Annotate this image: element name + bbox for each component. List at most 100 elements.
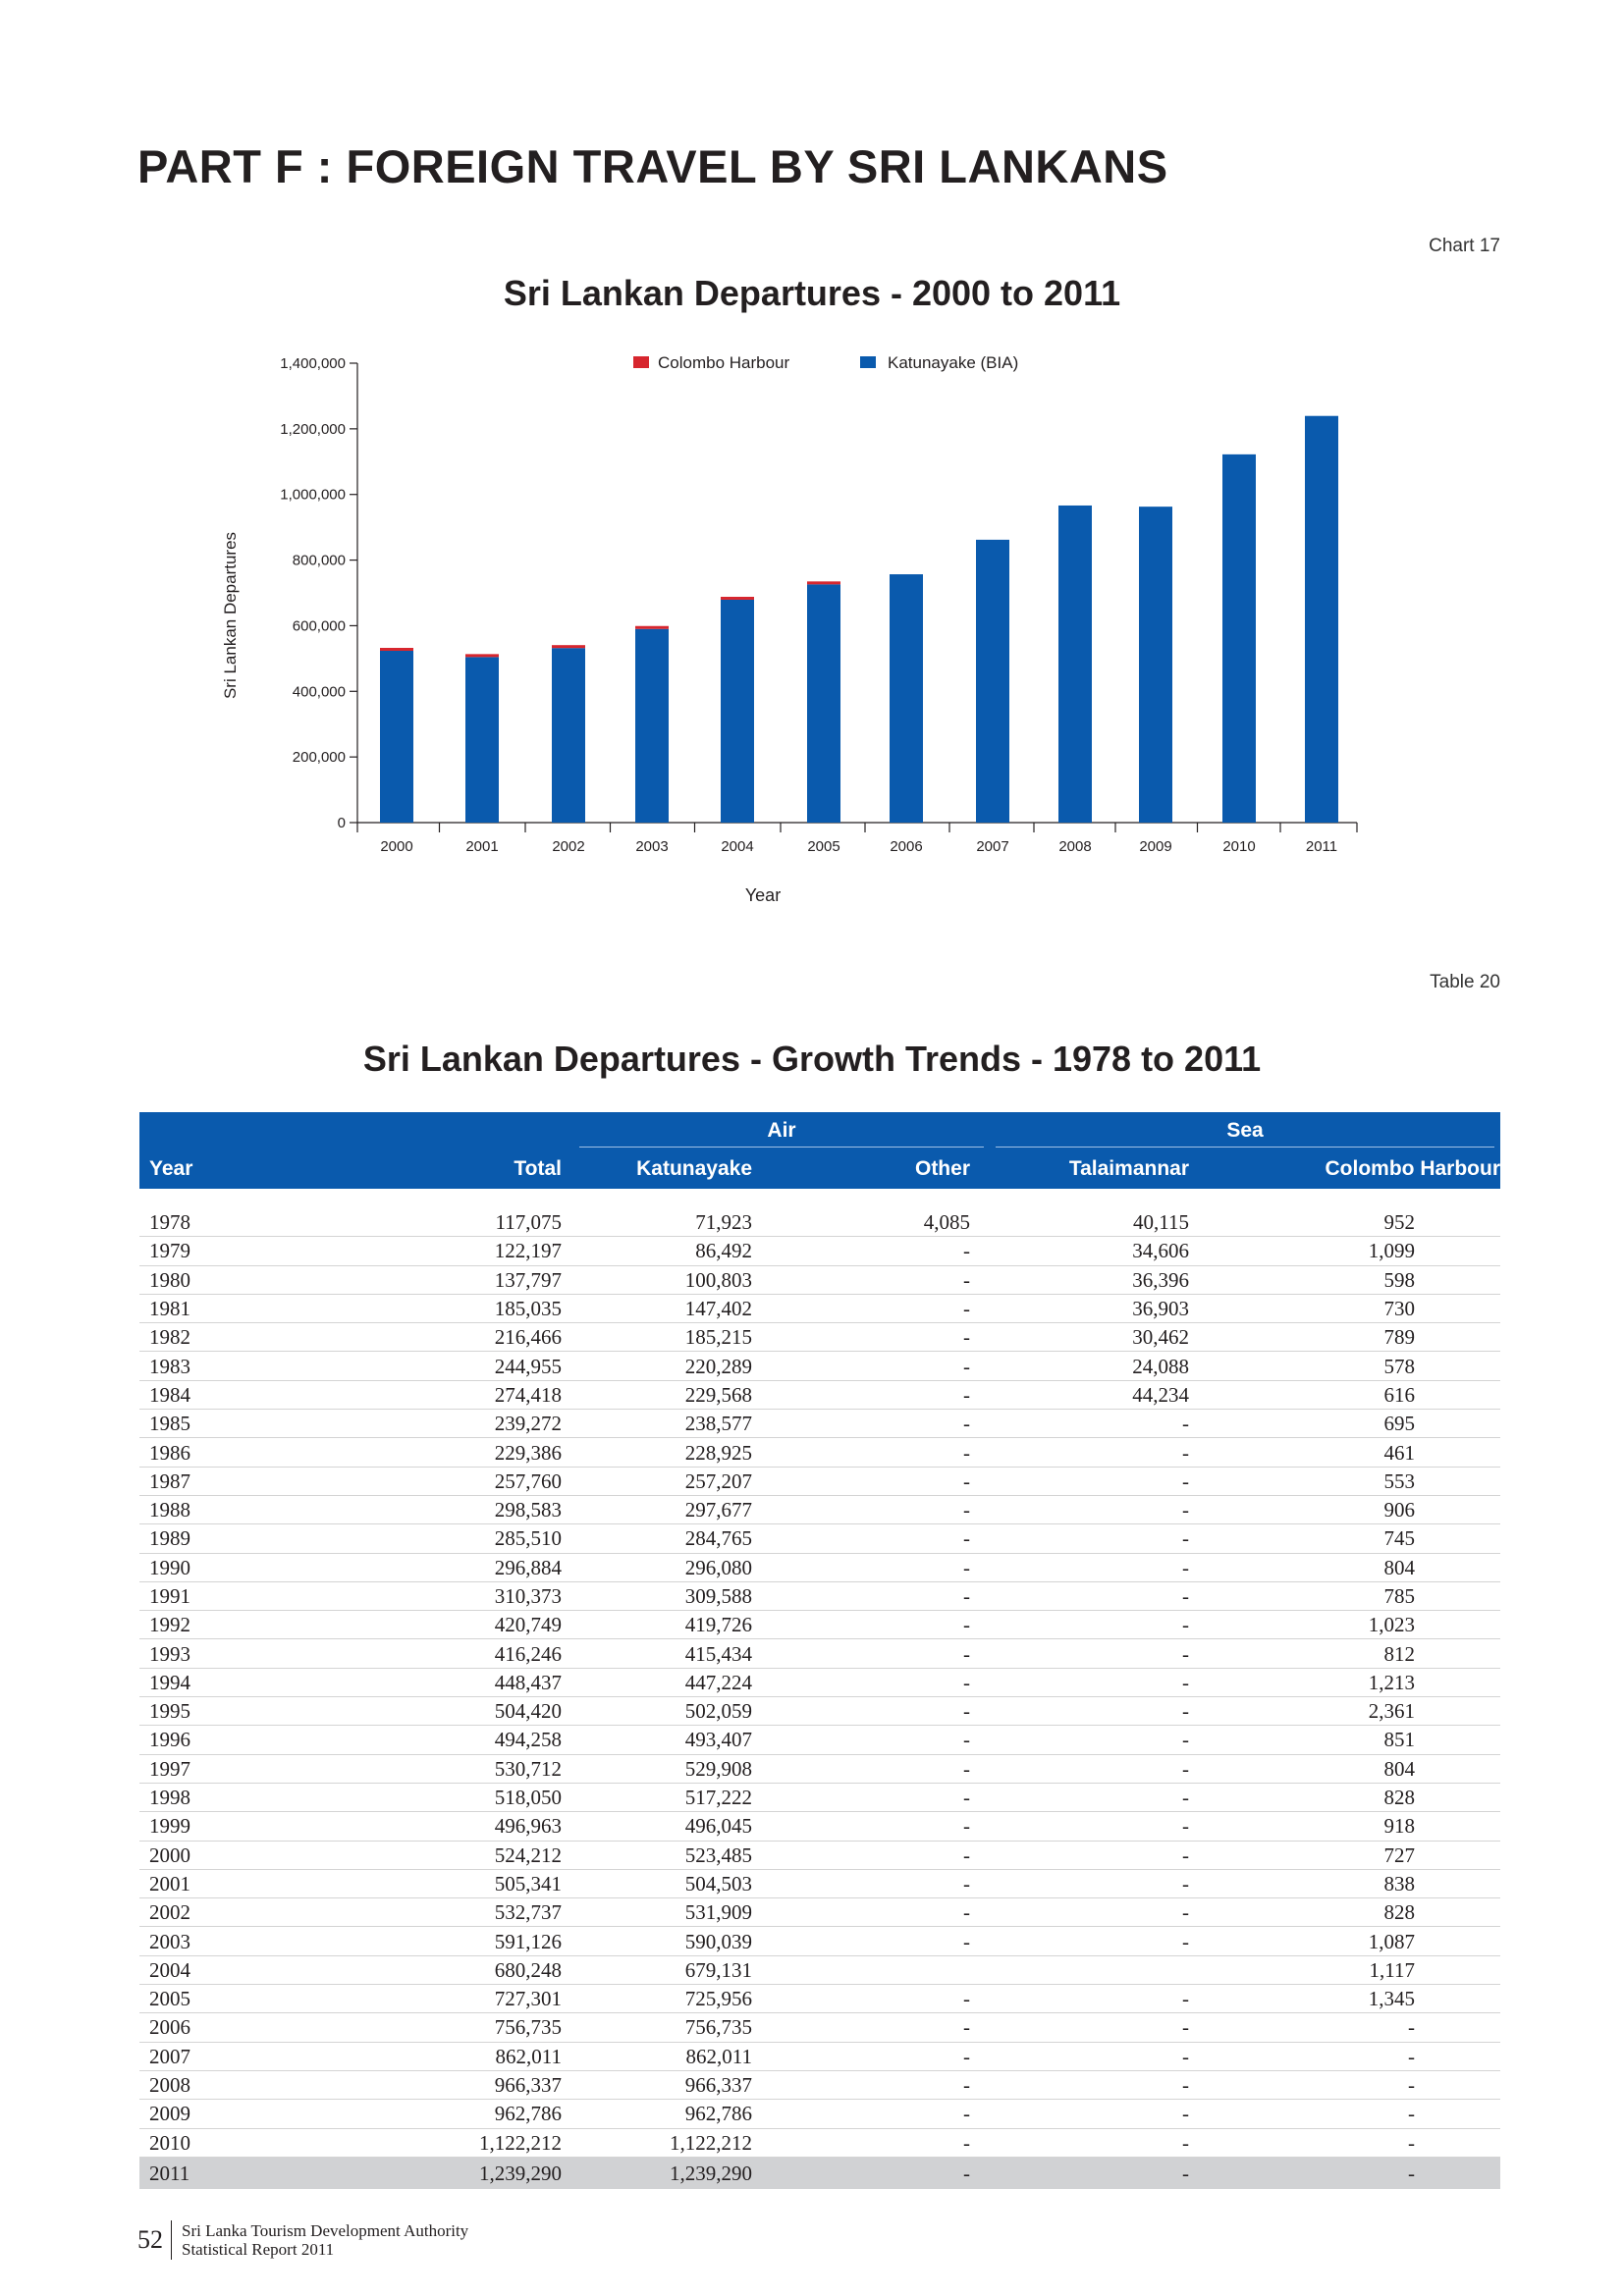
cell-katunayake: 756,735 xyxy=(573,2012,782,2043)
x-tick-label: 2009 xyxy=(1139,838,1171,855)
cell-total: 505,341 xyxy=(287,1869,573,1899)
cell-other: 4,085 xyxy=(782,1208,990,1238)
cell-year: 2009 xyxy=(139,2099,287,2129)
table-row: 2004 680,248 679,131 1,117 xyxy=(139,1955,1500,1986)
cell-total: 122,197 xyxy=(287,1236,573,1266)
cell-katunayake: 185,215 xyxy=(573,1322,782,1353)
cell-total: 504,420 xyxy=(287,1696,573,1727)
cell-talaimannar: - xyxy=(990,1553,1199,1582)
cell-year: 1999 xyxy=(139,1811,287,1842)
x-tick-label: 2004 xyxy=(721,838,753,855)
cell-colombo-harbour: 828 xyxy=(1199,1783,1500,1813)
cell-total: 756,735 xyxy=(287,2012,573,2043)
cell-talaimannar: - xyxy=(990,1668,1199,1698)
x-axis-label: Year xyxy=(745,885,781,905)
x-tick-label: 2002 xyxy=(552,838,584,855)
cell-talaimannar: 24,088 xyxy=(990,1351,1199,1381)
cell-year: 1984 xyxy=(139,1380,287,1411)
cell-year: 2003 xyxy=(139,1926,287,1956)
y-axis: 0 200,000 400,000 600,000 800,000 1,000,000 1,… xyxy=(280,355,358,831)
cell-colombo-harbour: - xyxy=(1199,2070,1500,2101)
bar-colombo-harbour-2000 xyxy=(380,648,413,652)
cell-year: 2006 xyxy=(139,2012,287,2043)
y-tick-label: 200,000 xyxy=(293,749,346,766)
cell-year: 2004 xyxy=(139,1955,287,1986)
cell-year: 2008 xyxy=(139,2070,287,2101)
table-row: 1991 310,373 309,588- -785 xyxy=(139,1581,1500,1612)
table-row: 2009 962,786 962,786- - - xyxy=(139,2099,1500,2129)
cell-katunayake: 296,080 xyxy=(573,1553,782,1582)
table-row: 2007 862,011 862,011- - - xyxy=(139,2042,1500,2071)
cell-colombo-harbour: 785 xyxy=(1199,1581,1500,1612)
cell-talaimannar: - xyxy=(990,1841,1199,1870)
y-tick-label: 1,200,000 xyxy=(280,421,346,438)
cell-talaimannar: - xyxy=(990,2012,1199,2043)
col-header-total: Total xyxy=(287,1149,573,1189)
page-footer: 52 Sri Lanka Tourism Development Authori… xyxy=(137,2220,468,2260)
cell-year: 1998 xyxy=(139,1783,287,1813)
cell-total: 274,418 xyxy=(287,1380,573,1411)
cell-year: 1982 xyxy=(139,1322,287,1353)
chart-reference-label: Chart 17 xyxy=(1429,236,1500,256)
cell-talaimannar: - xyxy=(990,2128,1199,2158)
cell-katunayake: 297,677 xyxy=(573,1495,782,1525)
cell-other: - xyxy=(782,1380,990,1411)
bar-colombo-harbour-2001 xyxy=(465,654,499,658)
y-axis-label: Sri Lankan Departures xyxy=(221,532,240,699)
table-row: 1988 298,583 297,677- -906 xyxy=(139,1495,1500,1525)
y-tick-label: 400,000 xyxy=(293,683,346,700)
cell-colombo-harbour: 812 xyxy=(1199,1638,1500,1669)
cell-other: - xyxy=(782,1926,990,1956)
x-tick-label: 2010 xyxy=(1222,838,1255,855)
cell-talaimannar: - xyxy=(990,1811,1199,1842)
cell-other: - xyxy=(782,1783,990,1813)
cell-other: - xyxy=(782,1869,990,1899)
cell-year: 1983 xyxy=(139,1351,287,1381)
cell-colombo-harbour: 906 xyxy=(1199,1495,1500,1525)
cell-colombo-harbour: 789 xyxy=(1199,1322,1500,1353)
cell-year: 1994 xyxy=(139,1668,287,1698)
cell-colombo-harbour: - xyxy=(1199,2042,1500,2071)
bar-katunayake-2001 xyxy=(465,657,499,823)
table-row: 1981 185,035 147,402-36,903 730 xyxy=(139,1294,1500,1324)
cell-talaimannar: 36,396 xyxy=(990,1265,1199,1295)
cell-katunayake: 862,011 xyxy=(573,2042,782,2071)
table-row: 2003 591,126 590,039- -1,087 xyxy=(139,1926,1500,1956)
cell-talaimannar: - xyxy=(990,1467,1199,1496)
table-row: 2001 505,341 504,503- -838 xyxy=(139,1869,1500,1899)
cell-katunayake: 531,909 xyxy=(573,1897,782,1928)
x-tick-label: 2001 xyxy=(465,838,498,855)
cell-year: 2011 xyxy=(139,2157,287,2189)
cell-total: 680,248 xyxy=(287,1955,573,1986)
bar-katunayake-2005 xyxy=(807,584,840,823)
x-tick-label: 2006 xyxy=(890,838,922,855)
cell-colombo-harbour: - xyxy=(1199,2157,1500,2189)
cell-total: 229,386 xyxy=(287,1437,573,1468)
cell-other: - xyxy=(782,1897,990,1928)
cell-other: - xyxy=(782,1811,990,1842)
chart-title: Sri Lankan Departures - 2000 to 2011 xyxy=(503,273,1121,313)
cell-total: 185,035 xyxy=(287,1294,573,1324)
cell-other: - xyxy=(782,1294,990,1324)
cell-year: 1985 xyxy=(139,1409,287,1439)
cell-katunayake: 220,289 xyxy=(573,1351,782,1381)
table-row: 2010 1,122,212 1,122,212- - - xyxy=(139,2128,1500,2158)
cell-other: - xyxy=(782,1984,990,2014)
y-tick-label: 600,000 xyxy=(293,617,346,634)
cell-total: 216,466 xyxy=(287,1322,573,1353)
table-row: 2002 532,737 531,909- -828 xyxy=(139,1897,1500,1928)
cell-colombo-harbour: 1,087 xyxy=(1199,1926,1500,1956)
cell-other: - xyxy=(782,1523,990,1554)
cell-talaimannar: - xyxy=(990,2070,1199,2101)
cell-year: 1992 xyxy=(139,1610,287,1640)
cell-colombo-harbour: 727 xyxy=(1199,1841,1500,1870)
bar-katunayake-2007 xyxy=(976,539,1009,823)
bar-series xyxy=(380,415,1338,823)
cell-colombo-harbour: 745 xyxy=(1199,1523,1500,1554)
y-tick-label: 1,400,000 xyxy=(280,355,346,372)
bar-katunayake-2003 xyxy=(635,628,669,823)
cell-year: 1989 xyxy=(139,1523,287,1554)
col-header-colombo-harbour: Colombo Harbour xyxy=(1199,1149,1500,1189)
cell-year: 1978 xyxy=(139,1208,287,1238)
page-title: PART F : FOREIGN TRAVEL BY SRI LANKANS xyxy=(137,140,1168,192)
